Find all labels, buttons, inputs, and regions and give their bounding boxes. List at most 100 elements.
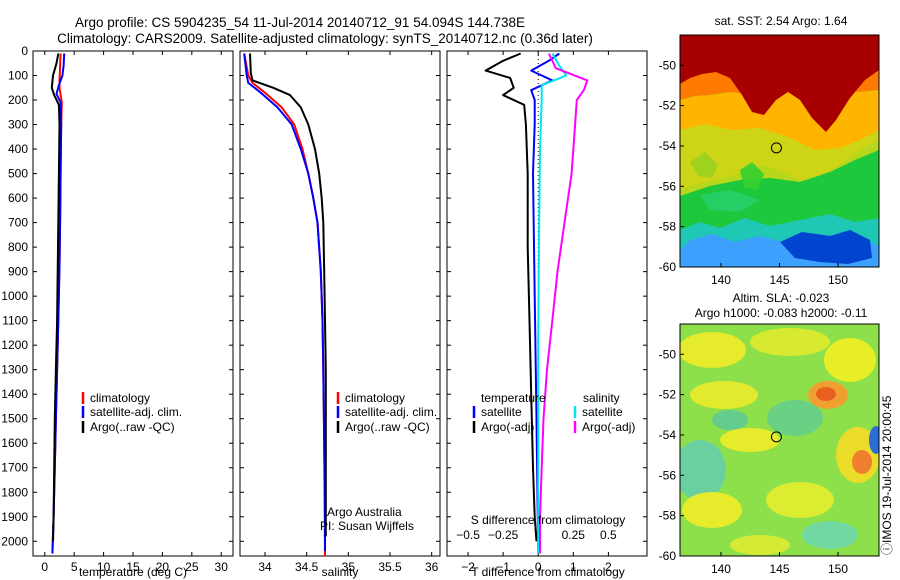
series-line-s_satellite (537, 53, 568, 554)
depth-tick-label: 1100 (2, 314, 28, 328)
x-tick-label: 34.5 (295, 560, 319, 574)
figure-title: Argo profile: CS 5904235_54 11-Jul-2014 … (75, 15, 525, 30)
x-tick-label: 2 (605, 560, 612, 574)
argo-location-marker (770, 142, 782, 154)
sst-map: sat. SST: 2.54 Argo: 1.64 140 145 150 -50-… (659, 14, 880, 287)
series-line-argo (50, 53, 61, 542)
credit-organization: Argo Australia (327, 505, 402, 519)
salinity-xlabel: salinity (322, 565, 359, 579)
depth-tick-label: 1900 (1, 510, 28, 524)
depth-tick-label: 0 (21, 44, 28, 58)
lat-tick-label: -60 (659, 549, 677, 563)
series-line-satellite (530, 52, 560, 552)
legend-label-s-argo: Argo(-adj) (582, 420, 635, 434)
argo-marker-circle (770, 431, 782, 443)
x-tick-label: 30 (215, 560, 229, 574)
difference-legend: temperature salinity satellite Argo(-adj… (472, 391, 635, 434)
salinity-tick-labels: 34 34.5 35 35.5 36 (240, 50, 440, 574)
depth-tick-label: 600 (8, 191, 28, 205)
salinity-legend: climatology satellite-adj. clim. Argo(..… (336, 391, 437, 434)
t-difference-xlabel: T difference from climatology (471, 565, 625, 579)
legend-label-climatology: climatology (345, 391, 405, 405)
depth-tick-label: 800 (8, 240, 28, 254)
lon-tick-label: 140 (711, 562, 731, 576)
legend-label-t-satellite: satellite (481, 405, 522, 419)
lat-tick-label: -52 (659, 388, 677, 402)
x-tick-label: 1 (570, 560, 577, 574)
x-tick-label: 35 (342, 560, 356, 574)
legend-label-satellite: satellite-adj. clim. (90, 405, 182, 419)
x-tick-label: 0 (535, 560, 542, 574)
x-tick-label: 10 (97, 560, 111, 574)
series-line-satellite (243, 53, 326, 552)
depth-tick-label: 1400 (1, 387, 28, 401)
lon-tick-label: 140 (711, 273, 731, 287)
depth-tick-label: 1300 (1, 363, 28, 377)
lon-tick-label: 150 (828, 562, 848, 576)
x-tick-label: 25 (185, 560, 199, 574)
difference-series (484, 52, 589, 554)
s-tick-label: 0.5 (600, 528, 617, 542)
depth-tick-label: 100 (8, 69, 28, 83)
lon-tick-label: 145 (769, 562, 789, 576)
difference-axes-frame (446, 50, 648, 557)
sla-map: Altim. SLA: -0.023 Argo h1000: -0.083 h2… (659, 291, 880, 576)
depth-tick-label: 700 (8, 216, 28, 230)
depth-tick-label: 1600 (1, 436, 28, 450)
lat-tick-label: -58 (659, 220, 677, 234)
series-line-s_argo (539, 53, 589, 554)
lat-tick-label: -54 (659, 139, 677, 153)
depth-tick-labels: 0 100 200 300 400 500 600 700 800 900 1000 1100 1200… (1, 44, 28, 548)
argo-location-marker (770, 431, 782, 443)
temperature-panel: 0100200300400500600700800900100011001200… (1, 44, 234, 579)
sst-longitude-ticks: 140 145 150 (711, 263, 848, 287)
sla-field (680, 324, 879, 556)
x-tick-label: 5 (71, 560, 78, 574)
x-tick-label: −2 (461, 560, 475, 574)
sla-map-title: Altim. SLA: -0.023 (733, 291, 830, 305)
lat-tick-label: -50 (659, 347, 677, 361)
salinity-axes-frame (239, 50, 441, 557)
temperature-series (50, 53, 66, 554)
sla-map-subtitle: Argo h1000: -0.083 h2000: -0.11 (695, 306, 868, 320)
argo-marker-circle (770, 142, 782, 154)
imos-timestamp: ⓘIMOS 19-Jul-2014 20:00:45 (880, 395, 894, 555)
sla-longitude-ticks: 140 145 150 (711, 552, 848, 576)
s-tick-label: 0.25 (562, 528, 586, 542)
depth-tick-label: 900 (8, 265, 28, 279)
salinity-series (243, 53, 327, 557)
legend-label-t-argo: Argo(-adj) (481, 420, 534, 434)
salinity-panel: 34 34.5 35 35.5 36 salinity climatology sate… (239, 50, 441, 579)
x-tick-label: 35.5 (378, 560, 402, 574)
series-line-argo (484, 52, 538, 542)
x-tick-label: −1 (496, 560, 510, 574)
temperature-legend: climatology satellite-adj. clim. Argo(..… (81, 391, 182, 434)
depth-tick-label: 1000 (1, 289, 28, 303)
lat-tick-label: -50 (659, 58, 677, 72)
lat-tick-label: -56 (659, 179, 677, 193)
temperature-tick-labels: 0 5 10 15 20 25 30 (33, 50, 233, 574)
lat-tick-label: -58 (659, 509, 677, 523)
sst-map-title: sat. SST: 2.54 Argo: 1.64 (715, 14, 848, 28)
sla-latitude-ticks: -50 -52 -54 -56 -58 -60 (659, 347, 684, 563)
sst-latitude-ticks: -50 -52 -54 -56 -58 -60 (659, 58, 684, 274)
temperature-axes-frame (32, 50, 234, 557)
lat-tick-label: -54 (659, 428, 677, 442)
depth-tick-label: 1800 (1, 485, 28, 499)
lon-tick-label: 150 (828, 273, 848, 287)
lat-tick-label: -52 (659, 99, 677, 113)
legend-label-s-satellite: satellite (582, 405, 623, 419)
legend-header-salinity: salinity (583, 391, 620, 405)
depth-tick-label: 500 (8, 167, 28, 181)
depth-tick-label: 1500 (1, 412, 28, 426)
legend-label-climatology: climatology (90, 391, 150, 405)
depth-tick-label: 200 (8, 93, 28, 107)
lat-tick-label: -60 (659, 260, 677, 274)
s-tick-label: −0.5 (456, 528, 480, 542)
legend-label-argo: Argo(..raw -QC) (90, 420, 175, 434)
s-difference-label: S difference from climatology (471, 513, 626, 527)
x-tick-label: 20 (156, 560, 170, 574)
x-tick-label: 0 (41, 560, 48, 574)
lon-tick-label: 145 (769, 273, 789, 287)
